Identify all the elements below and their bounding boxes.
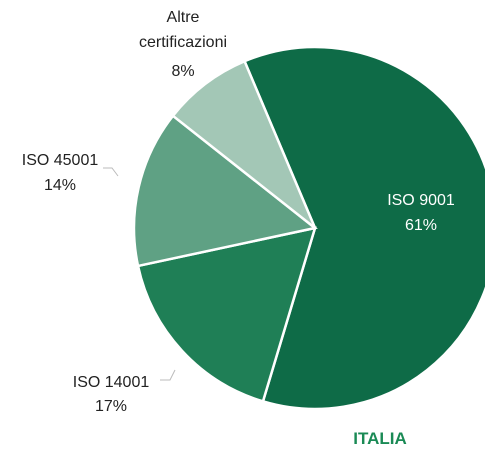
chart-title: ITALIA (353, 429, 407, 448)
slice-label: Altre certificazioni (138, 9, 228, 51)
slice-label: ISO 45001 (21, 152, 99, 169)
pie-slice (171, 59, 317, 229)
pie-slice (132, 114, 318, 268)
pie-slice (136, 226, 317, 403)
slice-label: ISO 14001 (72, 374, 150, 391)
leader-line (160, 369, 176, 381)
slice-value-label: 8% (171, 63, 195, 80)
slice-label: ISO 9001 (387, 192, 455, 209)
slice-value-label: 14% (43, 177, 77, 194)
slice-value-label: 17% (94, 398, 128, 415)
leader-line (103, 167, 119, 177)
pie-slice (242, 45, 485, 411)
slice-value-label: 61% (404, 217, 438, 234)
